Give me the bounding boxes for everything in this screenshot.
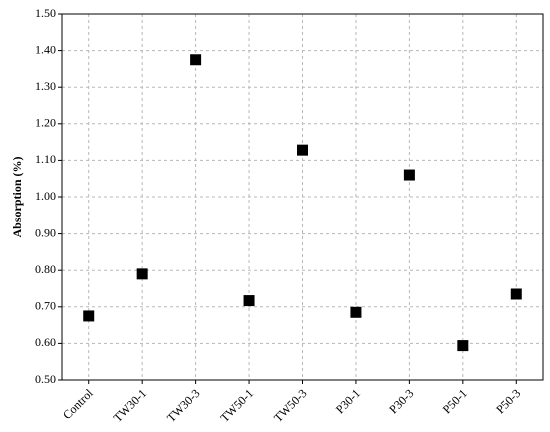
x-tick-label: Control xyxy=(60,386,96,422)
marker xyxy=(457,340,469,352)
plot-frame xyxy=(61,13,544,381)
y-tick-label: 0.70 xyxy=(35,299,56,313)
y-tick-label: 1.40 xyxy=(35,42,56,56)
y-tick-label: 1.00 xyxy=(35,189,56,203)
marker xyxy=(83,310,95,322)
marker xyxy=(136,268,148,280)
x-tick-label: P30-1 xyxy=(333,386,363,416)
y-tick-label: 1.30 xyxy=(35,79,56,93)
marker xyxy=(243,295,255,307)
marker xyxy=(403,169,415,181)
x-tick-label: TW50-1 xyxy=(217,386,256,425)
y-tick-label: 1.10 xyxy=(35,152,56,166)
x-tick-label: TW30-3 xyxy=(164,386,203,425)
x-tick-label: P50-3 xyxy=(493,386,523,416)
marker xyxy=(190,54,202,66)
x-tick-label: P30-3 xyxy=(386,386,416,416)
y-tick-label: 1.50 xyxy=(35,6,56,20)
y-tick-label: 0.90 xyxy=(35,225,56,239)
marker xyxy=(510,288,522,300)
y-tick-label: 1.20 xyxy=(35,116,56,130)
marker xyxy=(297,144,308,156)
marker xyxy=(350,306,362,318)
y-tick-label: 0.50 xyxy=(35,372,56,386)
y-tick-label: 0.60 xyxy=(35,335,56,349)
x-tick-label: TW30-1 xyxy=(111,386,150,425)
y-tick-label: 0.80 xyxy=(35,262,56,276)
y-axis-label: Absorption (%) xyxy=(10,156,24,237)
x-tick-label: TW50-3 xyxy=(271,386,310,425)
x-tick-label: P50-1 xyxy=(440,386,470,416)
